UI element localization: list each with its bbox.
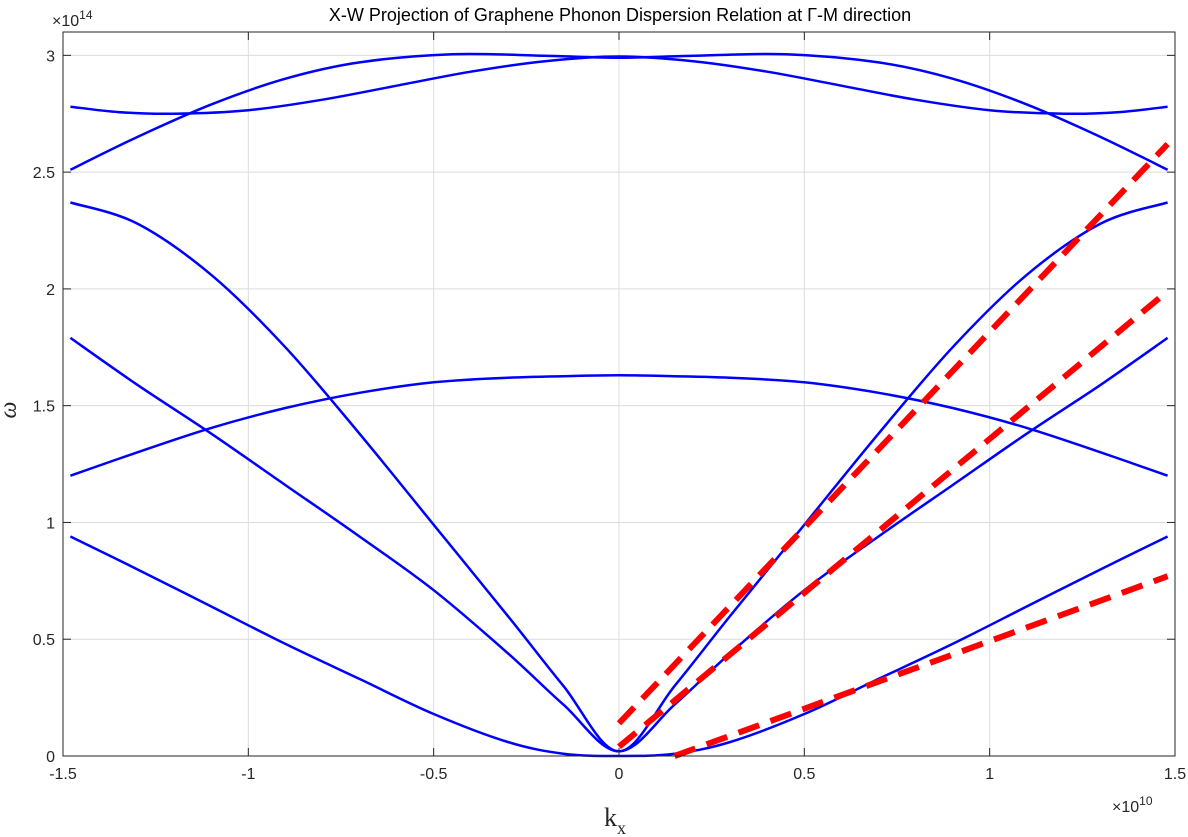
y-tick-label: 2.5 [33, 165, 55, 182]
x-tick-label: -1.5 [49, 766, 77, 783]
chart-title: X-W Projection of Graphene Phonon Disper… [329, 5, 911, 25]
tick-labels: -1.5 -1 -0.5 0 0.5 1 1.5 0 0.5 1 1.5 2 2.5 3 [33, 48, 1186, 783]
series-dashed-line-7 [617, 288, 1170, 750]
y-tick-label: 1 [46, 515, 55, 532]
x-axis-exponent: ×1010 [1112, 794, 1153, 816]
x-tick-label: 0.5 [793, 766, 815, 783]
x-axis-label: kx [604, 803, 626, 837]
plot-series [69, 52, 1170, 759]
x-tick-label: 1.5 [1164, 766, 1186, 783]
y-tick-label: 3 [46, 48, 55, 65]
y-axis-exponent: ×1014 [52, 8, 93, 30]
x-tick-label: -1 [241, 766, 255, 783]
y-tick-label: 0.5 [33, 632, 55, 649]
y-tick-label: 1.5 [33, 399, 55, 416]
axes [62, 31, 1176, 757]
series-solid-line-4 [69, 374, 1169, 477]
series-solid-line-1 [69, 52, 1169, 171]
grid-lines [62, 32, 1176, 757]
y-axis-label: ω [0, 402, 22, 419]
series-dashed-line-6 [616, 142, 1170, 726]
series-dashed-line-8 [673, 573, 1169, 759]
y-tick-label: 0 [46, 749, 55, 766]
x-tick-label: 1 [985, 766, 994, 783]
x-tick-label: 0 [615, 766, 624, 783]
y-tick-label: 2 [46, 282, 55, 299]
x-tick-label: -0.5 [420, 766, 448, 783]
